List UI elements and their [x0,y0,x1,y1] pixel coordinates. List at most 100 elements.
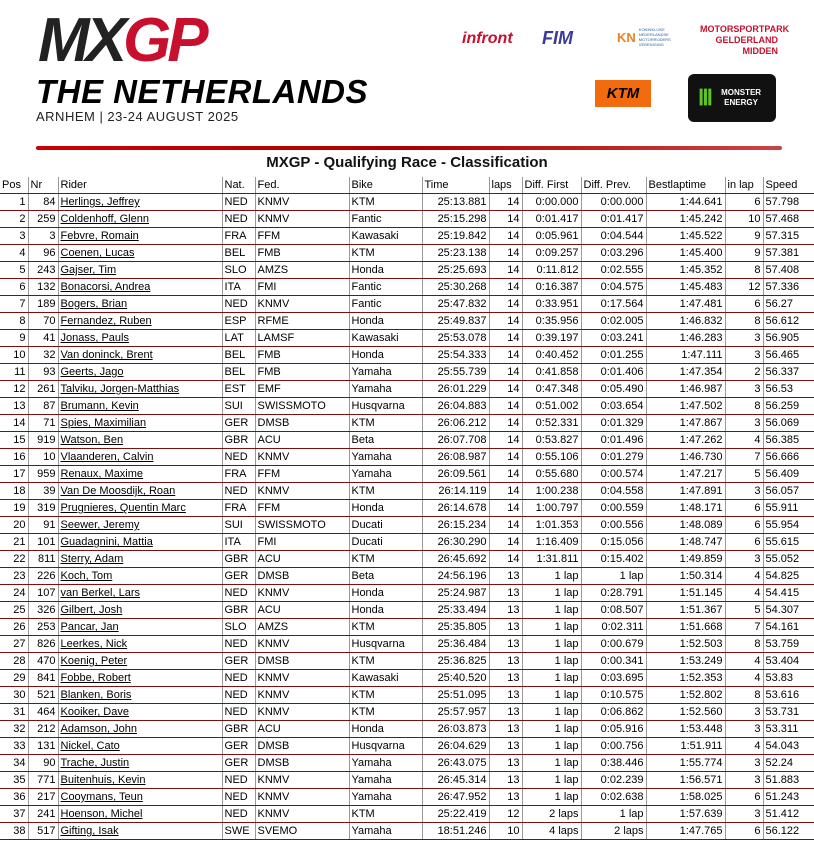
cell-diff-first: 0:00.000 [521,193,581,211]
rider-link[interactable]: Febvre, Romain [60,230,139,242]
cell-speed: 56.259 [762,397,814,415]
cell-rider: Geerts, Jago [57,363,222,381]
rider-link[interactable]: Brumann, Kevin [60,400,139,412]
cell-rider: Spies, Maximilian [57,414,222,432]
rider-link[interactable]: Watson, Ben [60,434,124,446]
cell-time: 25:35.805 [421,618,489,636]
cell-nr: 3 [27,227,58,245]
cell-speed: 51.883 [762,771,814,789]
cell-pos: 30 [0,686,28,704]
cell-laps: 14 [488,516,522,534]
cell-in-lap: 4 [724,652,763,670]
rider-link[interactable]: Coldenhoff, Glenn [60,213,149,225]
column-header-fed: Fed. [254,177,349,194]
rider-link[interactable]: Spies, Maximilian [60,417,147,429]
table-row: 37 241 Hoenson, Michel NED KNMV KTM 25:22.419 1… [0,805,814,823]
rider-link[interactable]: Bogers, Brian [60,298,128,310]
cell-rider: Vlaanderen, Calvin [57,448,222,466]
rider-link[interactable]: Trache, Justin [60,757,130,769]
cell-laps: 13 [488,652,522,670]
cell-bike: Fantic [348,278,422,296]
event-country: THE NETHERLANDS [36,73,369,110]
cell-best-lap-time: 1:53.448 [645,720,725,738]
cell-in-lap: 3 [724,329,763,347]
table-row: 31 464 Kooiker, Dave NED KNMV KTM 25:57.957 13 1… [0,703,814,721]
rider-link[interactable]: Kooiker, Dave [60,706,129,718]
cell-nat: SUI [221,516,255,534]
column-header-rider: Rider [57,177,222,194]
cell-pos: 27 [0,635,28,653]
cell-nat: NED [221,482,255,500]
cell-time: 25:36.484 [421,635,489,653]
cell-laps: 13 [488,567,522,585]
cell-in-lap: 7 [724,618,763,636]
cell-rider: Talviku, Jorgen-Matthias [57,380,222,398]
cell-fed: RFME [254,312,349,330]
rider-link[interactable]: Van De Moosdijk, Roan [60,485,176,497]
cell-diff-first: 1 lap [521,567,581,585]
rider-link[interactable]: Prugnieres, Quentin Marc [60,502,186,514]
cell-nat: NED [221,210,255,228]
cell-best-lap-time: 1:51.668 [645,618,725,636]
cell-nat: NED [221,193,255,211]
cell-nr: 96 [27,244,58,262]
cell-speed: 57.336 [762,278,814,296]
rider-link[interactable]: Gajser, Tim [60,264,117,276]
rider-link[interactable]: van Berkel, Lars [60,587,140,599]
cell-speed: 57.798 [762,193,814,211]
rider-link[interactable]: Hoenson, Michel [60,808,143,820]
cell-fed: KNMV [254,635,349,653]
rider-link[interactable]: Buitenhuis, Kevin [60,774,146,786]
rider-link[interactable]: Renaux, Maxime [60,468,144,480]
rider-link[interactable]: Van doninck, Brent [60,349,153,361]
cell-diff-first: 1:31.811 [521,550,581,568]
rider-link[interactable]: Jonass, Pauls [60,332,129,344]
cell-fed: KNMV [254,771,349,789]
rider-link[interactable]: Pancar, Jan [60,621,119,633]
rider-link[interactable]: Vlaanderen, Calvin [60,451,154,463]
rider-link[interactable]: Herlings, Jeffrey [60,196,140,208]
rider-link[interactable]: Leerkes, Nick [60,638,128,650]
cell-bike: KTM [348,805,422,823]
rider-link[interactable]: Cooymans, Teun [60,791,143,803]
cell-nr: 91 [27,516,58,534]
cell-time: 25:22.419 [421,805,489,823]
rider-link[interactable]: Adamson, John [60,723,137,735]
rider-link[interactable]: Gilbert, Josh [60,604,123,616]
cell-best-lap-time: 1:47.354 [645,363,725,381]
cell-pos: 24 [0,584,28,602]
cell-diff-prev: 0:00.000 [580,193,646,211]
cell-diff-prev: 0:00.559 [580,499,646,517]
knmv-logo-text: KONINKLIJKE NEDERLANDSE MOTORRIJDERS VER… [638,27,671,47]
rider-link[interactable]: Blanken, Boris [60,689,132,701]
rider-link[interactable]: Geerts, Jago [60,366,124,378]
rider-link[interactable]: Bonacorsi, Andrea [60,281,151,293]
cell-nr: 243 [27,261,58,279]
cell-nat: GER [221,414,255,432]
rider-link[interactable]: Coenen, Lucas [60,247,135,259]
cell-best-lap-time: 1:47.262 [645,431,725,449]
cell-diff-prev: 0:05.916 [580,720,646,738]
cell-laps: 14 [488,363,522,381]
cell-laps: 13 [488,686,522,704]
cell-in-lap: 6 [724,193,763,211]
rider-link[interactable]: Gifting, Isak [60,825,119,837]
rider-link[interactable]: Fobbe, Robert [60,672,131,684]
rider-link[interactable]: Nickel, Cato [60,740,120,752]
cell-fed: FMB [254,346,349,364]
cell-fed: FMB [254,244,349,262]
cell-nr: 70 [27,312,58,330]
rider-link[interactable]: Guadagnini, Mattia [60,536,153,548]
cell-diff-first: 0:11.812 [521,261,581,279]
cell-diff-first: 1 lap [521,720,581,738]
rider-link[interactable]: Koenig, Peter [60,655,128,667]
cell-rider: Cooymans, Teun [57,788,222,806]
rider-link[interactable]: Seewer, Jeremy [60,519,140,531]
rider-link[interactable]: Koch, Tom [60,570,113,582]
cell-bike: KTM [348,652,422,670]
cell-best-lap-time: 1:48.089 [645,516,725,534]
rider-link[interactable]: Fernandez, Ruben [60,315,152,327]
rider-link[interactable]: Talviku, Jorgen-Matthias [60,383,180,395]
cell-rider: Coldenhoff, Glenn [57,210,222,228]
rider-link[interactable]: Sterry, Adam [60,553,124,565]
